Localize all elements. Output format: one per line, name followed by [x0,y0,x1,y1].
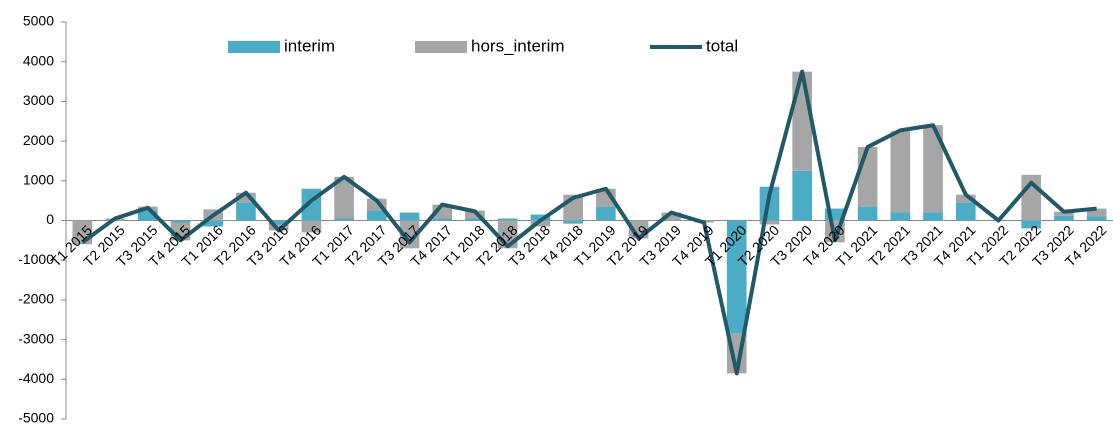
bar [367,198,387,211]
y-tick-label: -2000 [18,291,54,307]
bar [399,212,420,221]
bar [334,176,354,219]
bar [759,220,780,225]
y-tick-label: -3000 [18,330,54,346]
bar [530,214,551,221]
bar [465,218,485,221]
bar [301,220,322,233]
y-tick-label: -1000 [18,251,54,267]
bar [236,192,256,203]
bar [596,206,616,221]
bar [1086,216,1107,221]
bar [825,208,845,221]
legend-label: interim [284,36,335,55]
legend-swatch [415,41,467,53]
bar [137,210,158,221]
bar [563,220,583,224]
bar [432,218,453,221]
y-tick-label: 5000 [23,13,54,29]
line [81,69,1097,376]
bar [890,212,911,221]
bar [203,220,224,227]
bar [890,131,911,213]
legend-swatch [228,41,280,53]
y-tick-label: 3000 [23,92,54,108]
y-tick-label: 0 [46,211,54,227]
bar [923,125,943,213]
bar [857,147,878,207]
bar [268,220,289,225]
bar [497,218,518,221]
y-tick-label: -4000 [18,370,54,386]
bar [955,194,976,203]
y-tick-label: 4000 [23,52,54,68]
bar [367,210,387,221]
y-tick-label: 2000 [23,132,54,148]
bar [399,220,420,249]
y-tick-label: -5000 [18,410,54,426]
bar [923,212,943,221]
bar [955,202,976,221]
y-tick-label: 1000 [23,172,54,188]
bar [334,218,354,221]
bar [726,220,747,334]
bar [857,206,878,221]
bar [661,212,682,221]
bar [1086,208,1107,217]
bar [1054,215,1074,221]
bar [170,220,191,223]
bar [530,220,551,227]
bar [1021,220,1042,229]
bar [792,170,812,221]
bar [236,202,256,221]
legend-label: total [706,36,738,55]
legend-label: hors_interim [471,36,565,55]
bar [792,71,812,171]
bar [465,210,485,219]
